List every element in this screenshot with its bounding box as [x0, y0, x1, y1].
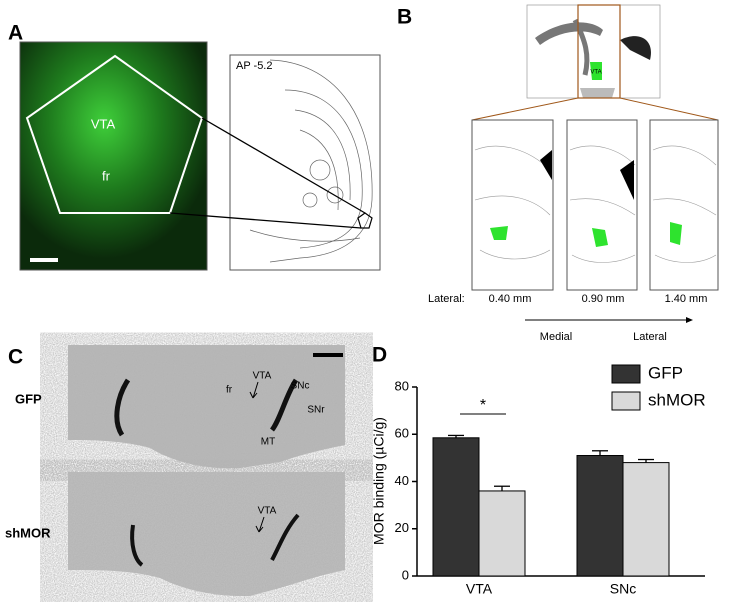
image-label: SNr: [307, 405, 325, 416]
pointer-arrow: [255, 516, 265, 533]
atlas-label: AP -5.2: [236, 60, 273, 72]
significance-star: *: [480, 397, 486, 414]
direction-label: Medial: [540, 331, 572, 343]
zoom-line: [619, 97, 719, 121]
x-tick-label: VTA: [466, 581, 493, 597]
arrow-head: [686, 317, 693, 323]
texture: [68, 345, 345, 469]
scale-bar: [313, 353, 343, 357]
section-label: 0.90 mm: [582, 293, 625, 305]
bar-chart: MOR binding (µCi/g) * 0 20 40 60 80 VTA SNc GFP…: [371, 363, 706, 596]
image-label: SNc: [291, 381, 310, 392]
row-label: shMOR: [5, 525, 51, 540]
dark-band: [114, 378, 131, 437]
image-label: VTA: [91, 116, 116, 131]
bar: [622, 462, 670, 577]
image-label: VTA: [258, 506, 277, 517]
row-label: GFP: [15, 391, 42, 406]
y-axis-label: MOR binding (µCi/g): [371, 417, 387, 545]
scale-bar: [30, 258, 58, 262]
y-tick-label: 20: [395, 520, 409, 535]
y-tick-label: 80: [395, 378, 409, 393]
image-label: VTA: [253, 371, 272, 382]
dark-band: [130, 524, 144, 567]
panel-label: D: [372, 344, 387, 367]
panel-label: A: [8, 22, 23, 45]
zoom-box: [577, 4, 621, 99]
pointer-arrow: [249, 381, 259, 399]
texture: [68, 472, 345, 597]
legend-swatch: [611, 391, 641, 411]
atlas-drawing: [249, 59, 373, 263]
legend-label: GFP: [648, 363, 683, 382]
fluorescence-image: [19, 41, 208, 271]
atlas-structure: [580, 88, 615, 98]
section: [471, 119, 554, 291]
image-label: MT: [261, 437, 275, 448]
y-tick-label: 60: [395, 426, 409, 441]
section-label: 0.40 mm: [489, 293, 532, 305]
atlas-structure: [572, 18, 590, 76]
dark-band: [270, 513, 300, 561]
section: [649, 119, 719, 291]
image-label: fr: [102, 168, 111, 183]
lateral-label: Lateral:: [428, 293, 465, 305]
panel-b: VTA Lateral: 0.40 mm 0.90 mm 1.40 mm Med…: [428, 4, 719, 343]
panel-label: B: [397, 6, 412, 29]
vta-region: [590, 62, 602, 80]
bar: [432, 437, 480, 577]
image-label: fr: [226, 385, 233, 396]
atlas-box: [229, 54, 381, 271]
bar: [576, 455, 624, 577]
panel-label: C: [8, 346, 23, 369]
inset-label: VTA: [590, 70, 601, 76]
y-tick-label: 40: [395, 473, 409, 488]
legend-swatch: [611, 364, 641, 384]
roi-pentagon: [25, 54, 204, 214]
x-tick-label: SNc: [610, 581, 636, 597]
atlas-structure: [620, 36, 651, 60]
connector: [169, 212, 362, 229]
section: [566, 119, 638, 291]
direction-label: Lateral: [633, 331, 667, 343]
panel-a: VTA fr AP -5.2: [19, 41, 381, 271]
y-tick-label: 0: [402, 567, 409, 582]
panel-c: VTA fr SNc SNr MT GFP VTA shMOR: [5, 345, 345, 597]
legend-label: shMOR: [648, 390, 706, 409]
section-label: 1.40 mm: [665, 293, 708, 305]
atlas-structure: [535, 22, 603, 45]
atlas-roi: [357, 212, 373, 229]
connector: [201, 117, 366, 214]
zoom-line: [471, 97, 579, 121]
dark-band: [269, 378, 299, 432]
bar: [478, 490, 526, 577]
